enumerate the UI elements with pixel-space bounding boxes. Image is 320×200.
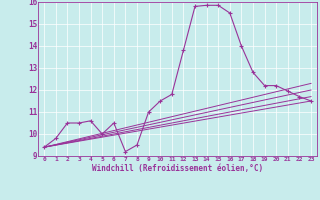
X-axis label: Windchill (Refroidissement éolien,°C): Windchill (Refroidissement éolien,°C) xyxy=(92,164,263,173)
